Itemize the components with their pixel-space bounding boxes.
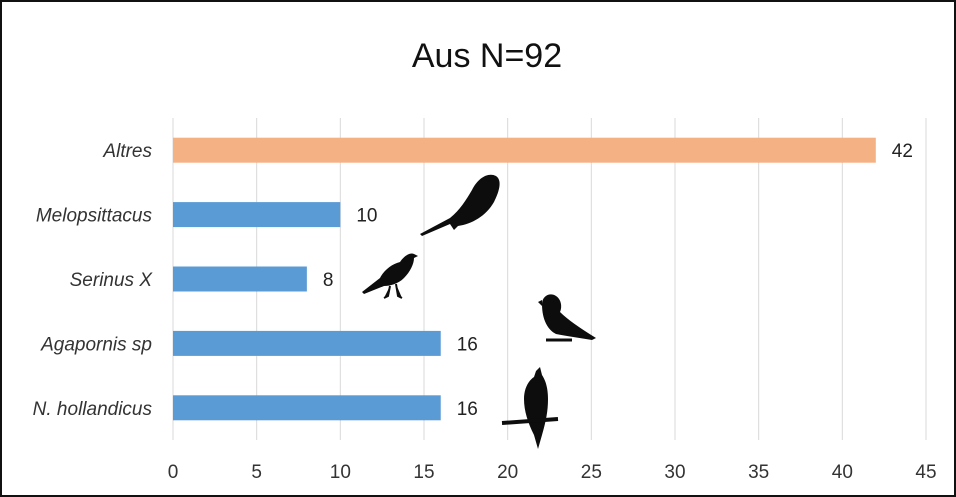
x-tick-label: 45	[915, 462, 936, 483]
x-tick-label: 35	[748, 462, 769, 483]
x-tick-label: 10	[330, 462, 351, 483]
labels: 0 5 10 15 20 25 30 35 40 45 Altres 42 Melopsittacus 1…	[33, 141, 937, 483]
bar-agapornis-sp	[173, 330, 441, 356]
chart-title: Aus N=92	[412, 37, 562, 75]
bars	[173, 137, 876, 421]
category-label: Altres	[102, 141, 152, 162]
budgerigar-silhouette-icon	[420, 174, 500, 236]
cockatiel-silhouette-icon	[501, 367, 559, 449]
canary-silhouette-icon	[362, 253, 418, 299]
category-label: Serinus X	[70, 270, 154, 291]
category-label: N. hollandicus	[33, 399, 153, 420]
data-label: 8	[323, 270, 334, 291]
bar-serinus-x	[173, 266, 307, 292]
x-tick-label: 5	[251, 462, 262, 483]
x-tick-label: 15	[413, 462, 434, 483]
x-tick-label: 20	[497, 462, 518, 483]
bar-altres	[173, 137, 876, 163]
data-label: 10	[356, 206, 377, 227]
x-tick-label: 25	[581, 462, 602, 483]
category-label: Agapornis sp	[40, 334, 152, 355]
bar-melopsittacus	[173, 202, 341, 228]
x-tick-label: 30	[664, 462, 685, 483]
data-label: 16	[457, 334, 478, 355]
category-label: Melopsittacus	[36, 206, 153, 227]
lovebird-silhouette-icon	[538, 294, 596, 342]
data-label: 42	[892, 141, 913, 162]
grid-lines	[172, 118, 927, 440]
data-label: 16	[457, 399, 478, 420]
x-tick-label: 0	[168, 462, 179, 483]
x-tick-label: 40	[832, 462, 853, 483]
bar-n-hollandicus	[173, 395, 441, 421]
